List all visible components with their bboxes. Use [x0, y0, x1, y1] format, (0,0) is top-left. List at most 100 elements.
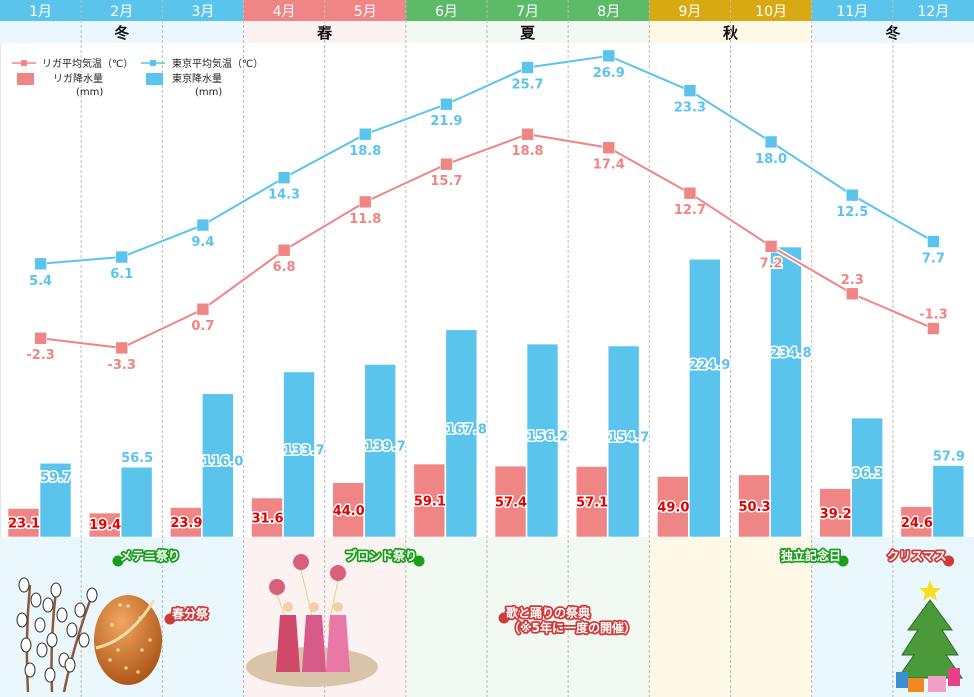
tokyo-precip-bar: [607, 345, 640, 538]
event-dot: [498, 612, 510, 624]
riga-temp-marker: [845, 287, 859, 301]
christmas-tree-illustration: [896, 580, 963, 692]
riga-precip-bar: [88, 512, 121, 538]
event-1: 春分祭: [164, 604, 211, 625]
riga-precip-bar: [657, 476, 689, 538]
tokyo-temp-label: 6.1: [110, 267, 133, 282]
tokyo-temp-line: [40, 54, 934, 265]
willow-bud: [34, 617, 46, 633]
riga-precip-bar: [170, 507, 202, 538]
illustrations: [16, 554, 963, 693]
egg-dot: [108, 658, 112, 662]
month-header-cell: [162, 0, 244, 21]
riga-precip-label: 49.0: [657, 501, 689, 516]
month-label: 8月: [597, 4, 620, 20]
month-header-cell: [81, 0, 163, 21]
event-label: 独立記念日: [780, 548, 841, 563]
tokyo-precip-bar: [202, 393, 234, 538]
riga-precip-label: 57.4: [495, 496, 527, 511]
riga-temp-marker: [277, 243, 291, 257]
tokyo-precip-bar: [283, 371, 315, 538]
legend: リガ平均気温（℃） 東京平均気温（℃） リガ降水量 (mm) 東京降水量 (mm): [12, 57, 263, 98]
plot-left-edge: [0, 43, 1, 537]
tokyo-precip-bar: [39, 462, 72, 538]
easter-egg-illustration: [94, 595, 162, 685]
month-label: 5月: [354, 4, 377, 20]
egg-dot: [126, 604, 130, 608]
woman-head: [333, 602, 343, 612]
legend-riga-temp: リガ平均気温（℃）: [42, 57, 133, 70]
tokyo-temp-marker: [602, 49, 616, 63]
willow-bud: [18, 577, 30, 593]
woman-dress: [326, 615, 350, 672]
willow-bud: [78, 632, 90, 648]
balloon: [269, 579, 285, 595]
riga-precip-bar: [494, 465, 527, 538]
willow-bud: [16, 612, 28, 628]
gift-box: [908, 678, 924, 692]
tokyo-precip-bar: [526, 343, 559, 538]
riga-temp-label: 17.4: [593, 158, 625, 173]
riga-temp-label: 18.8: [512, 144, 544, 159]
event-label-note: （※5年に一度の開催）: [508, 620, 636, 635]
event-4: 独立記念日: [778, 546, 849, 567]
willow-bud: [30, 592, 42, 608]
month-label: 3月: [191, 4, 214, 20]
month-label: 1月: [29, 4, 52, 20]
tokyo-precip-bar: [689, 258, 721, 538]
legend-tokyo-line-marker: [150, 60, 156, 66]
willow-bud: [74, 602, 86, 618]
month-label: 10月: [755, 4, 787, 20]
egg-dot: [116, 648, 120, 652]
event-label: メテニ祭り: [120, 548, 180, 563]
tokyo-temp-label: 21.9: [430, 114, 462, 129]
tokyo-precip-label: 167.8: [446, 422, 487, 437]
tokyo-precip-label: 224.9: [689, 358, 730, 373]
pussy-willow-illustration: [16, 577, 98, 693]
month-label: 11月: [836, 4, 868, 20]
month-header: 1月 2月 3月 4月 5月 6月 7月 8月 9月 10月 11月 12月: [0, 0, 974, 21]
month-label: 6月: [435, 4, 458, 20]
riga-precip-label: 44.0: [333, 504, 365, 519]
month-header-cell: [0, 0, 82, 21]
tokyo-precip-bar: [770, 246, 802, 538]
riga-precip-bar: [7, 508, 40, 538]
tokyo-precip-label: 234.8: [771, 346, 812, 361]
riga-temp-marker: [602, 141, 616, 155]
riga-precip-label: 39.2: [820, 507, 852, 522]
tokyo-temp-label: 14.3: [268, 188, 300, 203]
riga-temp-label: -3.3: [108, 358, 136, 373]
willow-bud: [86, 587, 98, 603]
tokyo-temp-label: 7.7: [922, 252, 945, 267]
riga-precip-label: 23.9: [170, 516, 202, 531]
egg-dot: [140, 648, 144, 652]
willow-bud: [44, 667, 56, 683]
event-5: クリスマス: [885, 547, 955, 567]
tokyo-temp-label: 12.5: [836, 205, 868, 220]
temperature-lines: -2.3 -3.3 0.7 6.8 11.8 15.7 18.8 17.4 12.7 7.2 2.3…: [26, 49, 948, 373]
tokyo-temp-marker: [845, 188, 859, 202]
riga-temp-label: -2.3: [26, 348, 54, 363]
woman-dress: [276, 615, 300, 672]
egg-dot: [148, 638, 152, 642]
tokyo-temp-marker: [521, 61, 534, 74]
month-label: 7月: [516, 4, 539, 20]
tokyo-temp-marker: [115, 250, 129, 264]
tokyo-precip-label: 133.7: [284, 443, 325, 458]
tokyo-precip-bar: [932, 465, 965, 538]
riga-temp-line: [40, 133, 934, 349]
riga-precip-label: 50.3: [739, 500, 771, 515]
tokyo-precip-bar: [851, 417, 883, 538]
legend-riga-bar-swatch: [17, 73, 34, 85]
riga-temp-marker: [440, 157, 453, 171]
riga-temp-marker: [521, 127, 534, 141]
willow-bud: [20, 637, 32, 653]
month-label: 2月: [110, 4, 133, 20]
riga-precip-label: 24.6: [901, 516, 933, 531]
tokyo-precip-bar: [364, 364, 396, 538]
tokyo-temp-label: 9.4: [191, 235, 214, 250]
willow-bud: [64, 657, 76, 673]
month-header-cell: [892, 0, 974, 21]
precipitation-bars: 23.1 59.7 19.4 56.5 23.9 116.0 31.6 133.7 44.0 13…: [7, 246, 966, 538]
egg-body: [94, 595, 162, 685]
